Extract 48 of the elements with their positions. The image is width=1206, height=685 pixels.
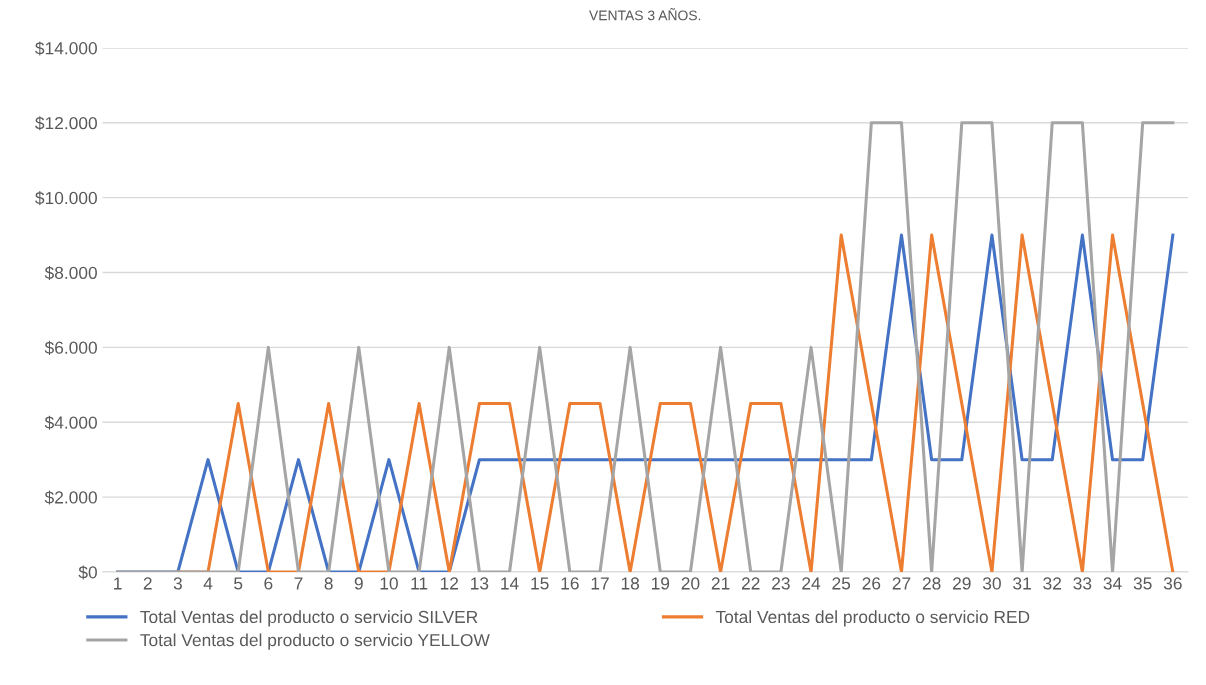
- x-tick-label: 31: [1013, 577, 1031, 590]
- x-tick-label: 16: [561, 577, 579, 590]
- y-tick-label: $14.000: [35, 41, 97, 56]
- x-tick-label: 4: [203, 577, 213, 590]
- x-tick-label: 20: [681, 577, 700, 590]
- y-tick-label: $2.000: [44, 490, 97, 505]
- x-tick-label: 29: [953, 577, 971, 590]
- y-tick-label: $4.000: [44, 415, 97, 430]
- x-tick-label: 14: [501, 577, 519, 590]
- x-tick-label: 9: [354, 577, 363, 590]
- x-tick-label: 27: [892, 577, 911, 590]
- legend-label: Total Ventas del producto o servicio SILVER: [140, 610, 478, 627]
- y-tick-label: $10.000: [35, 191, 97, 206]
- x-tick-label: 28: [922, 577, 941, 590]
- x-tick-label: 22: [741, 577, 760, 590]
- x-tick-label: 33: [1073, 577, 1092, 590]
- x-tick-label: 32: [1043, 577, 1062, 590]
- x-tick-label: 11: [411, 577, 428, 590]
- legend-label: Total Ventas del producto o servicio RED: [715, 610, 1030, 627]
- x-tick-label: 30: [982, 577, 1001, 590]
- x-tick-label: 1: [114, 577, 122, 590]
- y-tick-label: $8.000: [44, 265, 97, 281]
- x-tick-label: 3: [173, 577, 182, 590]
- x-tick-label: 34: [1103, 577, 1122, 590]
- x-tick-label: 2: [143, 577, 152, 590]
- x-tick-label: 5: [234, 577, 243, 590]
- y-tick-label: $0: [78, 565, 97, 580]
- x-tick-label: 7: [294, 577, 303, 590]
- x-tick-label: 8: [324, 577, 333, 590]
- x-tick-label: 21: [711, 577, 730, 590]
- x-tick-label: 25: [832, 577, 851, 590]
- x-tick-label: 18: [621, 577, 640, 590]
- x-tick-label: 19: [651, 577, 670, 590]
- x-tick-label: 13: [471, 577, 489, 590]
- x-tick-label: 26: [862, 577, 881, 590]
- x-tick-label: 10: [380, 577, 398, 590]
- x-tick-label: 12: [440, 577, 459, 590]
- x-tick-label: 24: [802, 577, 821, 590]
- x-tick-label: 15: [531, 577, 549, 590]
- x-tick-label: 6: [264, 577, 273, 590]
- x-tick-label: 36: [1163, 577, 1182, 590]
- y-tick-label: $6.000: [44, 340, 97, 355]
- y-tick-label: $12.000: [35, 116, 97, 131]
- x-tick-label: 35: [1133, 577, 1152, 590]
- chart-title: VENTAS 3 AÑOS.: [589, 7, 701, 21]
- x-tick-label: 23: [772, 577, 790, 590]
- legend-label: Total Ventas del producto o servicio YELLOW: [140, 633, 490, 650]
- x-tick-label: 17: [591, 577, 609, 590]
